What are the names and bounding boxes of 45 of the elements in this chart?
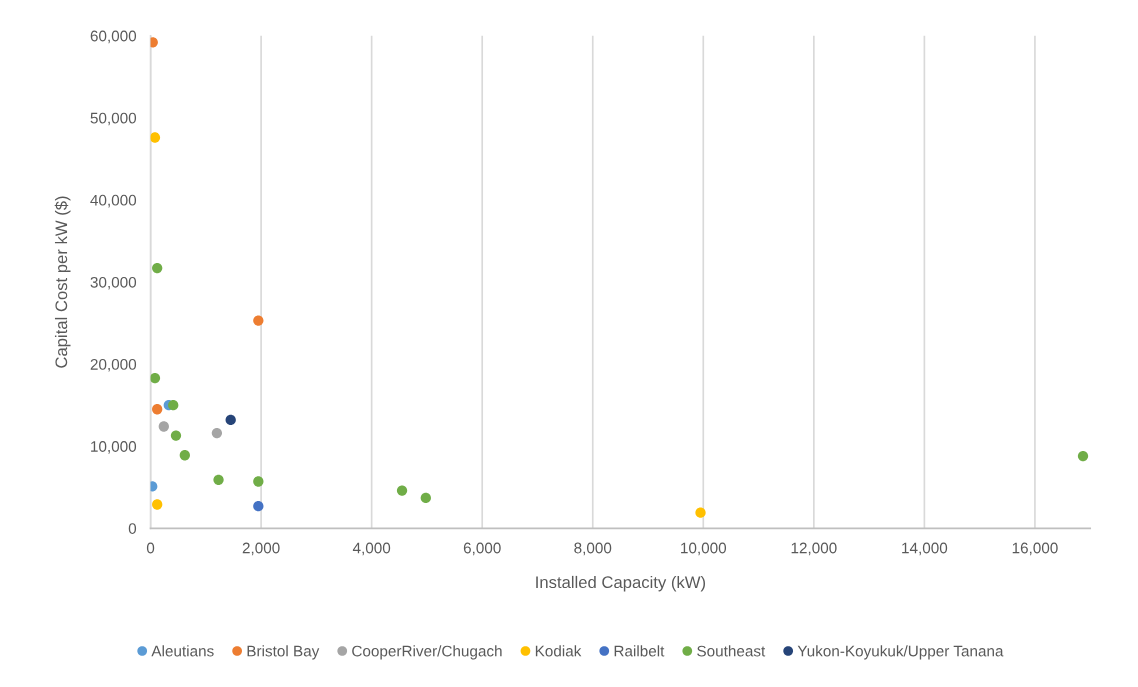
point <box>150 372 161 384</box>
legend-label: Kodiak <box>535 645 582 657</box>
x-tick-label: 10,000 <box>681 542 727 556</box>
point <box>211 427 223 439</box>
point <box>213 474 224 486</box>
point <box>253 315 264 326</box>
legend-label: Aleutians <box>151 645 214 657</box>
y-tick-label: 30,000 <box>90 276 137 290</box>
y-axis-title: Capital Cost per kW ($) <box>54 196 71 368</box>
point <box>170 430 182 441</box>
y-tick-label: 20,000 <box>90 358 137 372</box>
x-tick-label: 14,000 <box>902 542 948 556</box>
legend-label: Yukon-Koyukuk/Upper Tanana <box>797 645 1004 660</box>
point <box>152 262 163 274</box>
point <box>168 400 179 411</box>
x-tick-label: 6,000 <box>463 542 501 556</box>
point <box>695 507 706 518</box>
point <box>253 500 264 512</box>
x-tick-label: 0 <box>146 542 155 554</box>
y-tick-label: 60,000 <box>90 30 137 44</box>
point <box>150 132 161 143</box>
point <box>152 404 163 415</box>
y-tick-label: 0 <box>128 523 137 534</box>
point <box>152 499 163 510</box>
legend-label: Railbelt <box>614 645 665 657</box>
point <box>150 481 158 492</box>
point <box>396 485 408 496</box>
point <box>1077 450 1089 462</box>
point <box>158 421 169 432</box>
y-tick-label: 50,000 <box>90 112 137 126</box>
x-tick-label: 4,000 <box>352 542 391 556</box>
point <box>420 492 431 504</box>
point <box>179 450 190 461</box>
legend-label: Southeast <box>697 645 766 657</box>
point <box>225 414 236 426</box>
legend-label: Bristol Bay <box>247 645 320 660</box>
x-axis-title: Installed Capacity (kW) <box>536 575 706 592</box>
y-tick-label: 40,000 <box>90 194 137 208</box>
x-tick-label: 12,000 <box>791 542 837 556</box>
y-tick-label: 10,000 <box>91 441 137 454</box>
x-tick-label: 2,000 <box>242 542 280 556</box>
point <box>253 476 264 487</box>
x-tick-label: 8,000 <box>574 542 612 556</box>
legend-label: CooperRiver/Chugach <box>352 645 502 660</box>
x-tick-label: 16,000 <box>1012 542 1058 556</box>
